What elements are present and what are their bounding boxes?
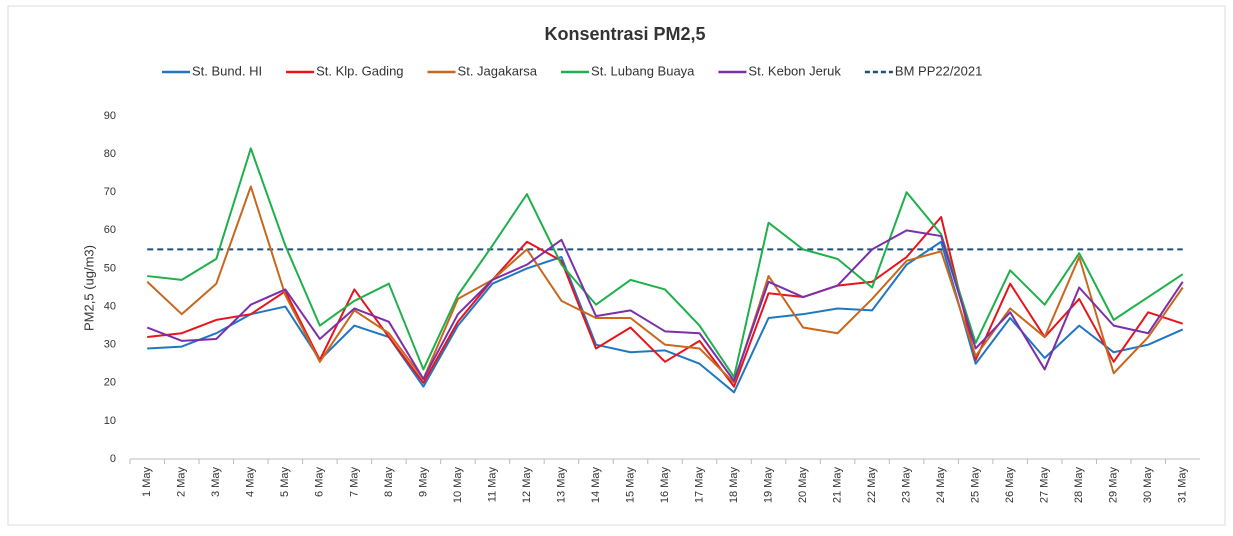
x-tick-label: 27 May [1039,467,1051,504]
x-tick-label: 25 May [970,467,982,504]
legend-label: BM PP22/2021 [895,63,982,78]
y-tick-label: 20 [104,377,116,389]
chart-title: Konsentrasi PM2,5 [544,24,705,44]
y-tick-label: 40 [104,300,116,312]
x-tick-label: 12 May [521,467,533,504]
x-tick-label: 3 May [210,467,222,497]
x-tick-label: 7 May [348,467,360,497]
series-line [146,185,1184,384]
y-tick-label: 70 [104,186,116,198]
y-tick-label: 10 [104,415,116,427]
x-tick-label: 11 May [486,467,498,503]
legend-label: St. Lubang Buaya [591,63,695,78]
x-tick-label: 6 May [314,467,326,497]
y-tick-label: 50 [104,262,116,274]
x-tick-label: 2 May [176,467,188,497]
x-tick-label: 18 May [728,467,740,504]
x-tick-label: 22 May [866,467,878,504]
x-tick-label: 5 May [279,467,291,497]
y-tick-label: 0 [110,453,116,465]
y-tick-label: 90 [104,110,116,122]
x-tick-label: 21 May [831,467,843,504]
legend-label: St. Jagakarsa [458,63,538,78]
legend: St. Bund. HI St. Klp. Gading St. Jagakarsa… [162,63,982,78]
x-tick-label: 26 May [1004,467,1016,504]
x-tick-label: 9 May [417,467,429,497]
x-tick-label: 8 May [383,467,395,497]
x-tick-label: 23 May [901,467,913,504]
x-tick-label: 19 May [762,467,774,504]
x-tick-label: 28 May [1073,467,1085,504]
chart-frame [7,5,1226,526]
x-tick-label: 14 May [590,467,602,504]
legend-label: St. Kebon Jeruk [748,63,841,78]
x-tick-label: 31 May [1177,467,1189,504]
x-tick-label: 24 May [935,467,947,504]
x-tick-label: 15 May [624,467,636,504]
legend-label: St. Klp. Gading [316,63,403,78]
y-tick-label: 80 [104,148,116,160]
series-line [147,147,1184,379]
x-tick-label: 4 May [245,467,257,497]
series-line [146,229,1184,382]
x-tick-label: 13 May [555,467,567,504]
y-tick-label: 60 [104,224,116,236]
x-tick-label: 30 May [1142,467,1154,504]
legend-label: St. Bund. HI [192,63,262,78]
x-tick-label: 1 May [141,467,153,497]
x-tick-label: 10 May [452,467,464,504]
x-tick-label: 16 May [659,467,671,504]
x-tick-label: 29 May [1108,467,1120,504]
y-axis-label: PM2,5 (ug/m3) [81,245,96,331]
y-tick-label: 30 [104,339,116,351]
x-tick-label: 20 May [797,467,809,504]
x-tick-label: 17 May [693,467,705,504]
